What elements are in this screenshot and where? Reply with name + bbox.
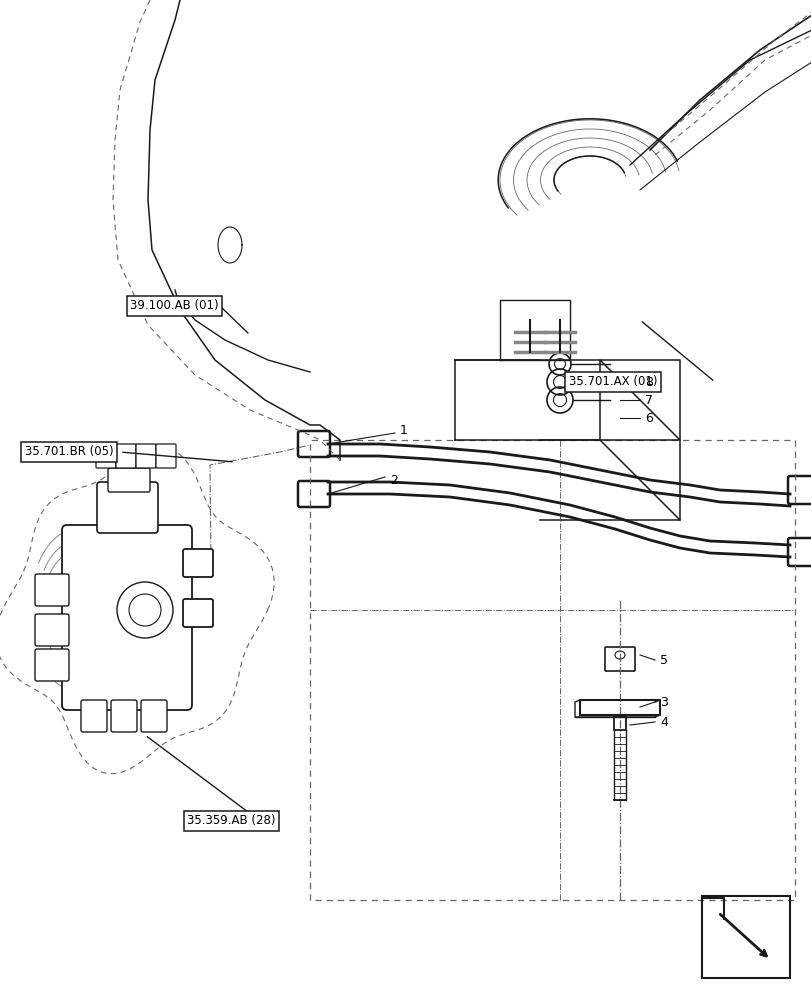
FancyBboxPatch shape [787,476,811,504]
Text: 39.100.AB (01): 39.100.AB (01) [130,300,219,312]
FancyBboxPatch shape [141,700,167,732]
FancyBboxPatch shape [298,431,329,457]
FancyBboxPatch shape [116,444,135,468]
Text: 8: 8 [644,375,652,388]
Text: 35.359.AB (28): 35.359.AB (28) [187,814,275,827]
Circle shape [139,604,151,616]
Text: 5: 5 [659,654,667,666]
FancyBboxPatch shape [111,700,137,732]
FancyBboxPatch shape [62,525,191,710]
FancyBboxPatch shape [108,468,150,492]
Text: 35.701.BR (05): 35.701.BR (05) [24,446,114,458]
FancyBboxPatch shape [182,599,212,627]
FancyBboxPatch shape [298,481,329,507]
Text: 6: 6 [644,412,652,424]
FancyBboxPatch shape [97,482,158,533]
FancyBboxPatch shape [182,549,212,577]
Text: 4: 4 [659,715,667,728]
FancyBboxPatch shape [604,647,634,671]
Text: 2: 2 [389,474,397,487]
FancyBboxPatch shape [135,444,156,468]
Text: 7: 7 [644,393,652,406]
FancyBboxPatch shape [35,649,69,681]
FancyBboxPatch shape [156,444,176,468]
FancyBboxPatch shape [35,614,69,646]
Text: 1: 1 [400,424,407,436]
FancyBboxPatch shape [81,700,107,732]
FancyBboxPatch shape [35,574,69,606]
Text: 35.701.AX (01): 35.701.AX (01) [569,375,656,388]
FancyBboxPatch shape [96,444,116,468]
Bar [702,896,789,978]
FancyBboxPatch shape [787,538,811,566]
Text: 3: 3 [659,696,667,708]
